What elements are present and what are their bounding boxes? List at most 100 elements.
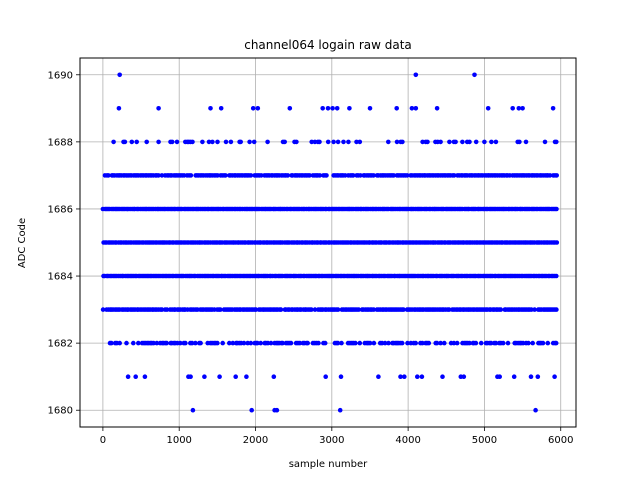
x-axis-label: sample number <box>289 459 368 470</box>
data-point <box>189 340 195 346</box>
data-point <box>100 307 106 312</box>
data-point <box>228 139 234 145</box>
data-point <box>547 173 553 178</box>
data-points <box>100 72 560 413</box>
data-point <box>552 374 557 380</box>
data-point <box>341 139 346 145</box>
data-point <box>451 340 457 346</box>
x-tick-label: 0 <box>100 435 106 446</box>
data-point <box>136 340 141 346</box>
data-point <box>553 340 559 346</box>
data-point <box>482 139 487 145</box>
data-point <box>325 106 331 111</box>
data-point <box>159 307 165 312</box>
data-point <box>354 139 359 145</box>
data-point <box>259 173 264 178</box>
data-point <box>248 340 254 346</box>
data-point <box>338 374 344 380</box>
data-point <box>125 374 131 380</box>
data-point <box>434 106 440 111</box>
data-point <box>331 139 336 145</box>
data-point <box>268 340 274 346</box>
data-point <box>317 173 323 178</box>
data-point <box>265 139 270 145</box>
data-point <box>156 173 161 178</box>
data-point <box>350 173 356 178</box>
data-point <box>117 340 122 346</box>
data-point <box>274 407 280 413</box>
data-point <box>223 139 229 145</box>
data-point <box>210 139 215 145</box>
y-tick-label: 1688 <box>48 137 73 148</box>
data-point <box>526 340 531 346</box>
data-point <box>523 139 529 145</box>
data-point <box>554 307 559 312</box>
data-point <box>497 374 503 380</box>
data-point <box>288 340 294 346</box>
data-point <box>111 139 116 145</box>
data-point <box>530 340 535 346</box>
data-point <box>317 139 322 145</box>
data-point <box>461 374 467 380</box>
data-point <box>335 340 341 346</box>
data-point <box>280 340 285 346</box>
data-point <box>124 340 129 346</box>
data-point <box>174 139 180 145</box>
data-point <box>198 340 203 346</box>
y-tick-label: 1686 <box>48 204 73 215</box>
data-point <box>516 106 522 111</box>
y-axis-label: ADC Code <box>17 218 28 268</box>
data-point <box>440 374 445 380</box>
data-point <box>447 139 452 145</box>
data-point <box>309 139 315 145</box>
data-point <box>413 106 419 111</box>
data-point <box>325 139 331 145</box>
data-point <box>244 374 249 380</box>
data-point <box>442 340 447 346</box>
data-point <box>309 307 314 312</box>
data-point <box>425 139 430 145</box>
data-point <box>335 139 341 145</box>
x-tick-label: 3000 <box>319 435 344 446</box>
data-point <box>188 374 193 380</box>
data-point <box>339 340 344 346</box>
plot-frame <box>79 57 577 428</box>
y-tick-label: 1684 <box>48 272 73 283</box>
data-point <box>420 340 425 346</box>
data-point <box>478 340 484 346</box>
data-point <box>164 307 170 312</box>
data-point <box>473 139 479 145</box>
data-point <box>498 307 504 312</box>
data-point <box>346 139 351 145</box>
data-point <box>386 340 391 346</box>
data-point <box>250 106 256 111</box>
data-point <box>535 374 541 380</box>
data-point <box>241 340 247 346</box>
data-point <box>183 340 188 346</box>
data-point <box>253 307 259 312</box>
data-point <box>133 374 138 380</box>
data-point <box>446 307 452 312</box>
data-point <box>164 340 169 346</box>
y-tick-label: 1682 <box>48 339 73 350</box>
data-point <box>500 340 506 346</box>
data-point <box>156 106 161 111</box>
data-point <box>454 340 460 346</box>
data-point <box>156 139 161 145</box>
data-point <box>324 173 329 178</box>
data-point <box>554 273 559 279</box>
data-point <box>320 106 326 111</box>
data-point <box>218 106 224 111</box>
x-tick-label: 6000 <box>548 435 573 446</box>
y-tick-label: 1680 <box>48 406 73 417</box>
data-point <box>517 139 522 145</box>
data-point <box>399 340 405 346</box>
data-point <box>202 374 207 380</box>
data-point <box>322 340 328 346</box>
data-point <box>367 106 373 111</box>
data-point <box>540 340 546 346</box>
data-point <box>413 72 419 78</box>
data-point <box>489 139 494 145</box>
y-axis-ticks: 1680 1682 1684 1686 1688 1690 <box>48 70 80 417</box>
